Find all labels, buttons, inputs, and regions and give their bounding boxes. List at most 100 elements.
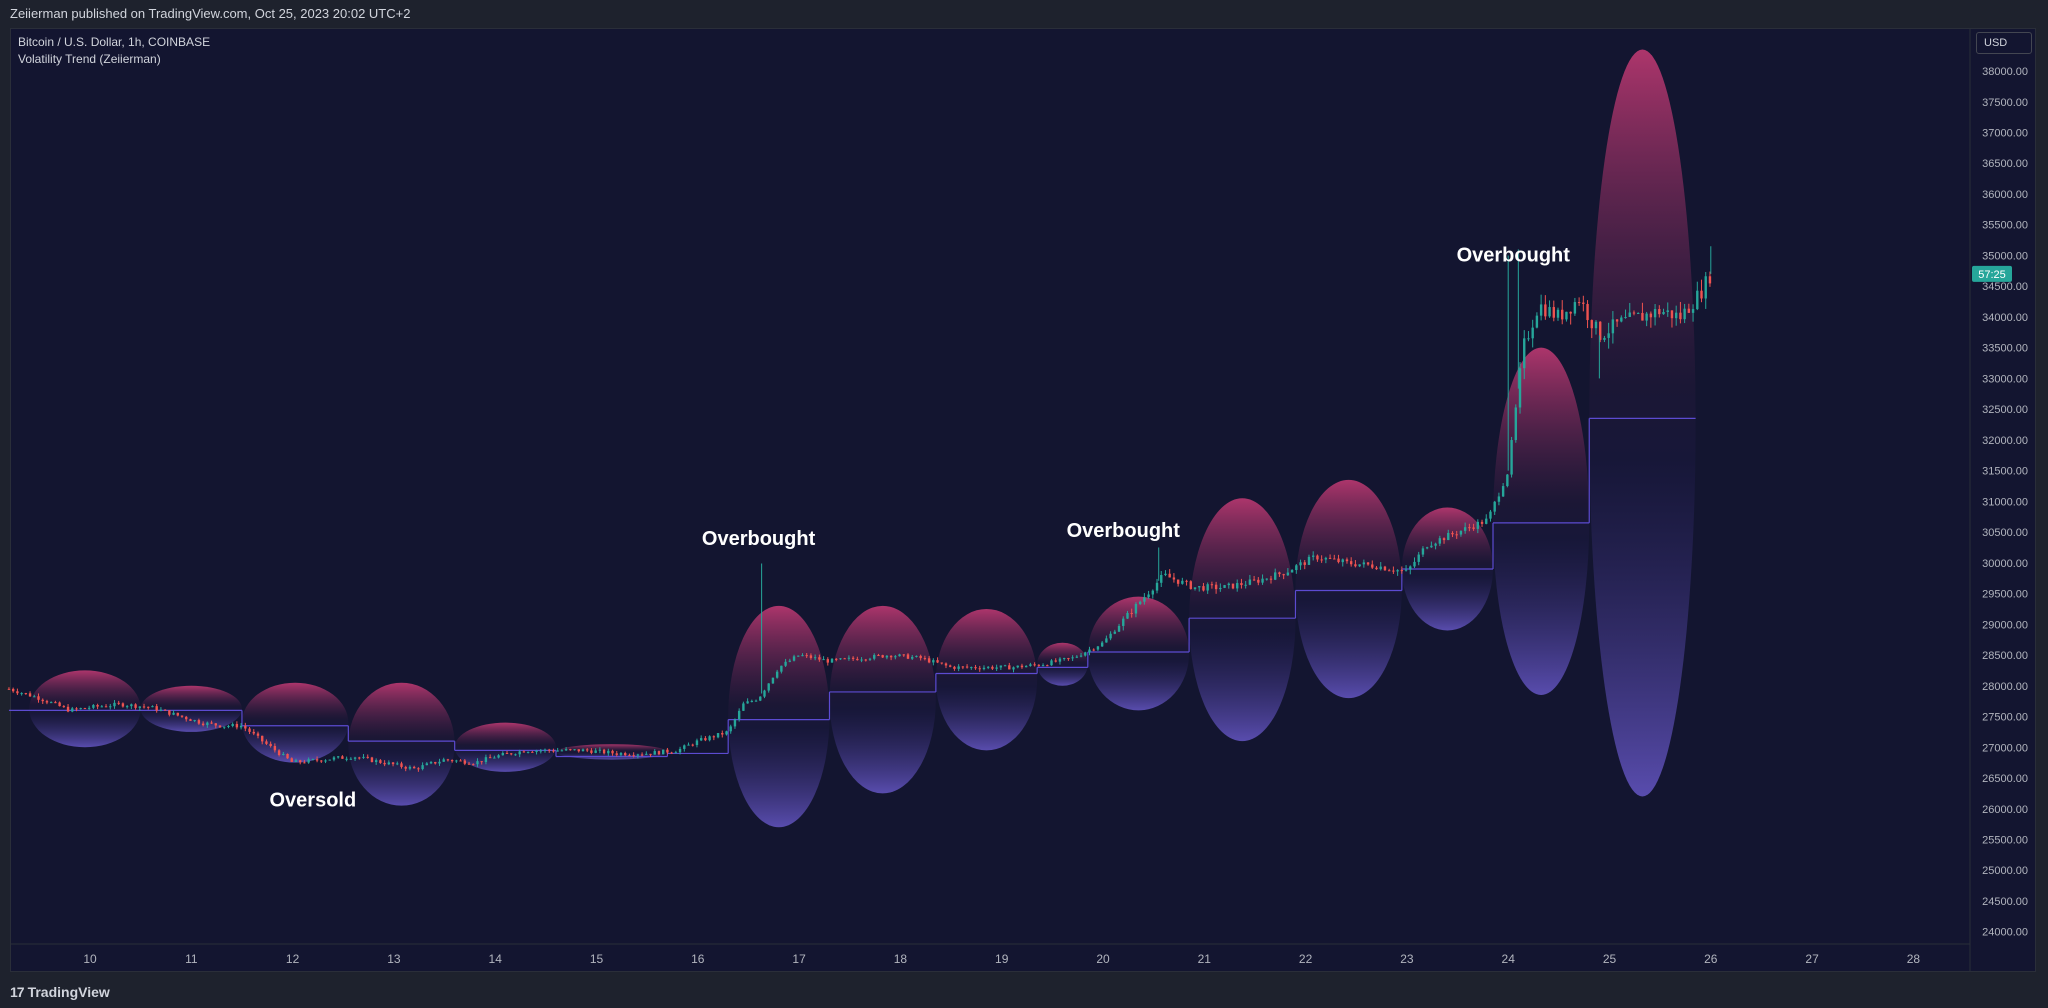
candle-body bbox=[1345, 559, 1349, 562]
candle-body bbox=[1409, 566, 1412, 570]
price-axis[interactable]: 24000.00 24500.00 25000.00 25500.00 26000.00… bbox=[1982, 66, 2028, 939]
candle-body bbox=[298, 760, 302, 763]
candle-body bbox=[332, 757, 336, 760]
candle-body bbox=[607, 750, 610, 754]
candle-body bbox=[678, 748, 682, 753]
chart-frame[interactable] bbox=[10, 28, 2036, 972]
candle-body bbox=[548, 749, 551, 751]
candle-body bbox=[1202, 586, 1205, 591]
candle-body bbox=[970, 667, 973, 669]
candle-body bbox=[421, 765, 424, 770]
time-axis[interactable]: 10 11 12 13 14 15 16 17 18 19 20 21 22 23 24 25 26 27 28 bbox=[83, 952, 1920, 966]
candle-body bbox=[383, 762, 386, 765]
candle-body bbox=[1362, 562, 1366, 565]
candle-body bbox=[1231, 583, 1235, 589]
candle-body bbox=[1658, 309, 1661, 315]
last-price-badge bbox=[1972, 265, 2012, 282]
candle-body bbox=[949, 665, 952, 667]
candle-body bbox=[569, 749, 572, 751]
candle-body bbox=[159, 709, 163, 711]
candle-body bbox=[1084, 652, 1087, 656]
trend-line bbox=[8, 417, 1696, 758]
candle-body bbox=[168, 710, 171, 715]
candle-body bbox=[7, 688, 11, 690]
candle-body bbox=[514, 754, 517, 756]
candle-body bbox=[636, 754, 640, 756]
candle-body bbox=[33, 696, 36, 698]
candle-body bbox=[560, 750, 564, 752]
candle-body bbox=[695, 740, 699, 746]
candle-body bbox=[1122, 618, 1125, 626]
candle-body bbox=[256, 733, 260, 736]
candle-body bbox=[1371, 564, 1374, 568]
candle-body bbox=[522, 751, 526, 753]
candle-body bbox=[87, 707, 91, 709]
candle-body bbox=[62, 706, 66, 708]
candle-body bbox=[442, 759, 445, 762]
candle-body bbox=[632, 755, 635, 757]
candle-body bbox=[1244, 584, 1247, 586]
candle-body bbox=[1092, 649, 1095, 651]
chart-legend[interactable]: Bitcoin / U.S. Dollar, 1h, COINBASE Vola… bbox=[18, 34, 210, 68]
candle-body bbox=[193, 720, 196, 722]
candle-body bbox=[1160, 575, 1163, 583]
candle-body bbox=[1088, 649, 1091, 653]
candle-body bbox=[37, 696, 40, 700]
time-tick-label: 23 bbox=[1400, 952, 1414, 966]
time-tick-label: 10 bbox=[83, 952, 97, 966]
candle-body bbox=[1278, 572, 1281, 575]
candle-body bbox=[1012, 667, 1015, 670]
candle-body bbox=[408, 766, 412, 769]
indicator-title[interactable]: Volatility Trend (Zeiierman) bbox=[18, 52, 161, 66]
candle-body bbox=[801, 655, 804, 657]
candle-body bbox=[712, 736, 716, 738]
candle-body bbox=[24, 693, 28, 695]
candle-body bbox=[273, 746, 277, 751]
candle-body bbox=[1320, 559, 1323, 561]
candle-body bbox=[594, 750, 597, 753]
candle-body bbox=[1067, 658, 1070, 660]
candle-body bbox=[1396, 570, 1399, 572]
candle-body bbox=[467, 763, 471, 765]
time-tick-label: 15 bbox=[590, 952, 604, 966]
candle-body bbox=[1248, 579, 1252, 585]
candle-body bbox=[1050, 660, 1053, 666]
candle-body bbox=[552, 750, 555, 752]
candlesticks bbox=[7, 246, 1712, 772]
candle-body bbox=[1632, 312, 1636, 314]
price-tick-label: 38000.00 bbox=[1982, 66, 2028, 78]
candle-body bbox=[1333, 558, 1336, 560]
candle-body bbox=[155, 706, 158, 711]
candle-body bbox=[1645, 313, 1648, 321]
candle-body bbox=[387, 762, 391, 765]
candle-body bbox=[1176, 579, 1180, 584]
candle-body bbox=[1155, 582, 1159, 591]
tradingview-logo[interactable]: 17 TradingView bbox=[10, 984, 110, 1000]
candle-body bbox=[1582, 302, 1585, 304]
candle-body bbox=[1666, 310, 1669, 312]
candle-body bbox=[995, 667, 998, 669]
candle-body bbox=[1413, 561, 1416, 567]
candle-body bbox=[1189, 581, 1192, 589]
candle-body bbox=[450, 760, 454, 762]
candle-body bbox=[611, 750, 614, 754]
candle-body bbox=[1455, 534, 1458, 536]
candle-body bbox=[438, 761, 441, 764]
candle-body bbox=[248, 728, 251, 732]
candle-body bbox=[1109, 633, 1112, 639]
candle-body bbox=[391, 762, 395, 765]
candle-body bbox=[860, 659, 863, 661]
candle-body bbox=[206, 722, 209, 726]
candle-body bbox=[539, 750, 542, 752]
symbol-title[interactable]: Bitcoin / U.S. Dollar, 1h, COINBASE bbox=[18, 35, 211, 49]
candle-body bbox=[915, 655, 918, 657]
time-tick-label: 11 bbox=[185, 952, 198, 966]
candle-body bbox=[1269, 578, 1273, 580]
price-tick-label: 26500.00 bbox=[1982, 773, 2028, 785]
price-tick-label: 33000.00 bbox=[1982, 373, 2028, 385]
bottom-bar bbox=[0, 974, 2048, 1008]
currency-button[interactable]: USD bbox=[1976, 32, 2032, 54]
candle-body bbox=[214, 723, 217, 726]
candle-body bbox=[780, 665, 783, 672]
